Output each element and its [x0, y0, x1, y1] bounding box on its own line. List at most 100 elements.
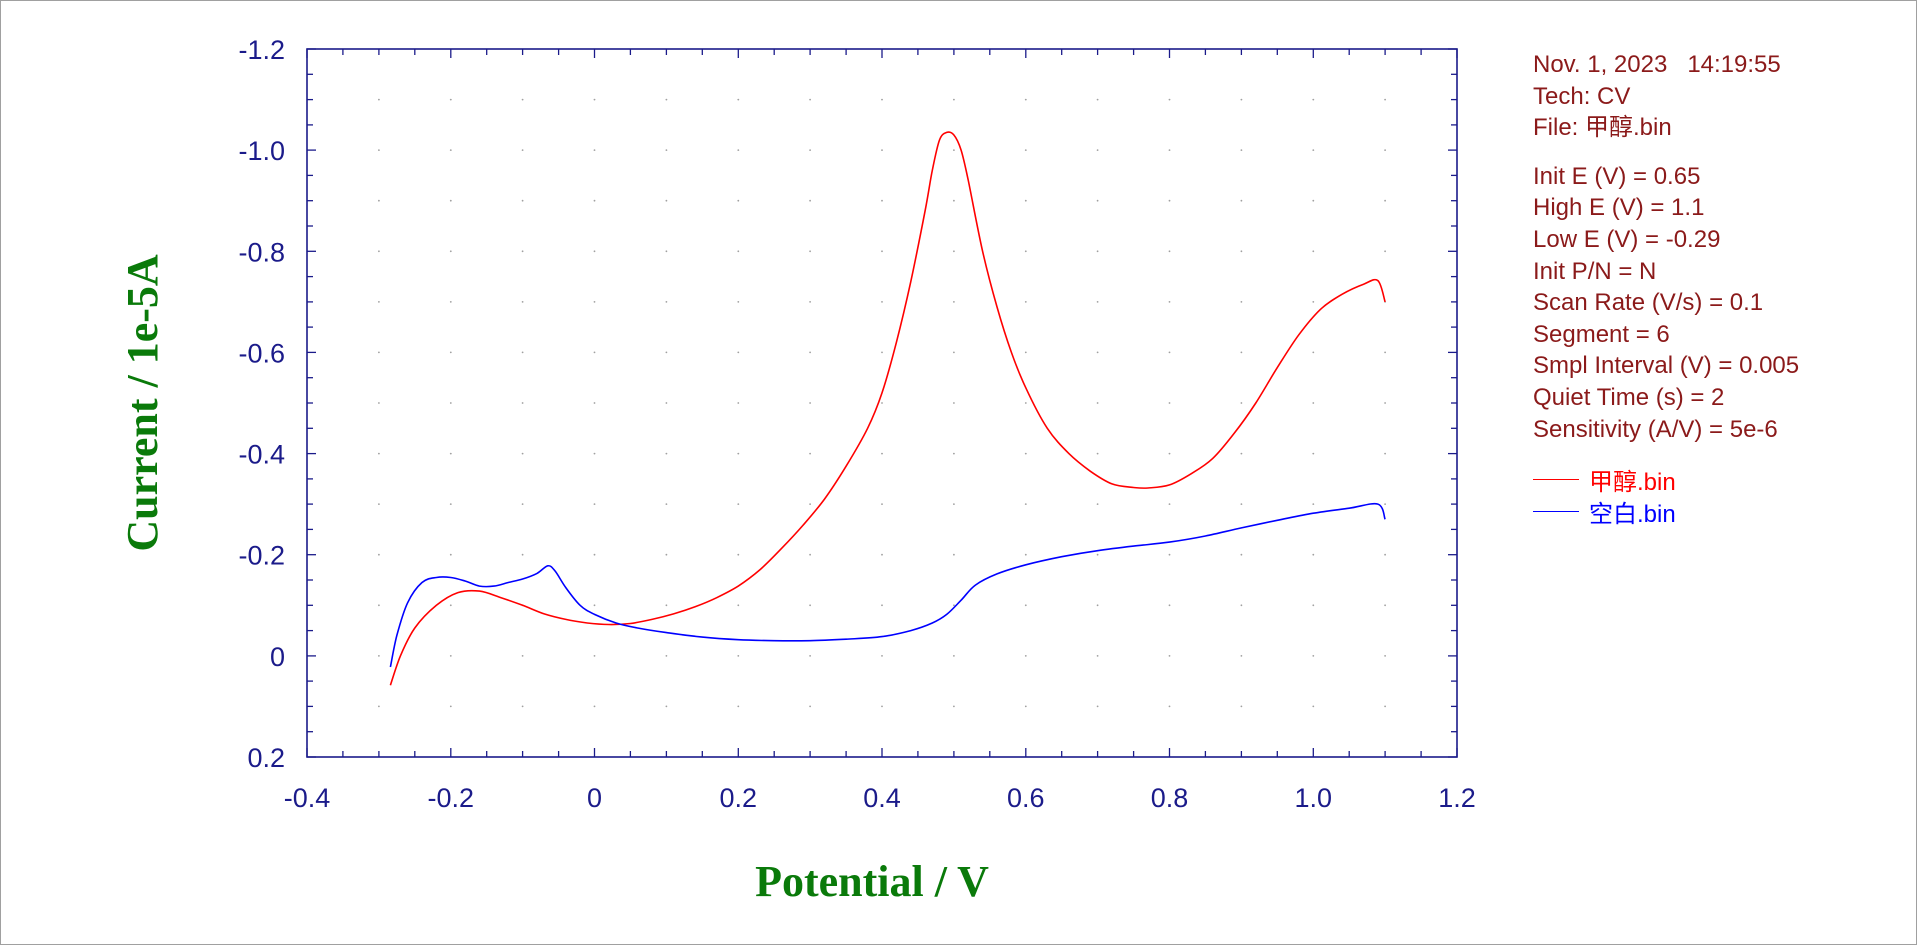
y-tick-label: -1.2: [238, 35, 285, 65]
grid-dot: [378, 351, 380, 354]
x-tick-label: 1.2: [1438, 783, 1476, 813]
grid-dot: [1168, 351, 1171, 354]
grid-dot: [1312, 604, 1315, 607]
grid-dot: [1168, 250, 1171, 253]
grid-dot: [449, 402, 452, 404]
grid-dot: [737, 655, 740, 657]
grid-dot: [1024, 402, 1027, 404]
grid-dot: [1096, 250, 1099, 253]
info-segment: Segment = 6: [1533, 320, 1670, 348]
x-tick-label: -0.2: [427, 783, 474, 813]
grid-dot: [593, 503, 596, 505]
grid-dot: [521, 655, 524, 657]
info-init-pn: Init P/N = N: [1533, 257, 1657, 285]
grid-dot: [1384, 98, 1386, 101]
grid-dot: [593, 301, 596, 303]
grid-dot: [737, 553, 740, 556]
grid-dot: [665, 553, 668, 556]
grid-dot: [378, 655, 380, 657]
grid-dot: [1384, 149, 1386, 152]
legend-swatch-line: [1533, 478, 1579, 480]
grid-dot: [809, 250, 811, 253]
grid-dot: [1312, 452, 1315, 455]
grid-dot: [1096, 301, 1099, 303]
grid-dot: [1024, 655, 1027, 657]
grid-dot: [665, 655, 668, 657]
x-tick-label: -0.4: [284, 783, 331, 813]
grid-dot: [665, 301, 668, 303]
grid-dot: [1384, 503, 1386, 505]
grid-dot: [953, 604, 955, 607]
grid-dot: [593, 402, 596, 404]
grid-dot: [953, 553, 955, 556]
grid-dot: [881, 452, 883, 455]
grid-dot: [881, 503, 883, 505]
grid-dot: [809, 655, 811, 657]
series-line: [389, 502, 1386, 668]
grid-dot: [809, 98, 811, 101]
grid-dot: [1312, 98, 1315, 101]
grid-dot: [1024, 250, 1027, 253]
y-tick-label: 0: [270, 642, 285, 672]
grid-dot: [881, 604, 883, 607]
x-tick-label: 0.4: [863, 783, 901, 813]
grid-dot: [521, 149, 524, 152]
info-sensitivity: Sensitivity (A/V) = 5e-6: [1533, 415, 1778, 443]
grid-dot: [593, 98, 596, 101]
grid-dot: [593, 351, 596, 354]
y-tick-label: -1.0: [238, 136, 285, 166]
y-tick-label: -0.2: [238, 541, 285, 571]
grid-dot: [593, 705, 596, 708]
info-quiet-time: Quiet Time (s) = 2: [1533, 383, 1725, 411]
grid-dot: [665, 503, 668, 505]
info-init-e: Init E (V) = 0.65: [1533, 162, 1701, 190]
grid-dot: [1096, 503, 1099, 505]
grid-dot: [953, 705, 955, 708]
grid-dot: [1384, 705, 1386, 708]
grid-dot: [1168, 452, 1171, 455]
grid-dot: [737, 503, 740, 505]
grid-dot: [1384, 250, 1386, 253]
grid-dot: [953, 655, 955, 657]
grid-dot: [881, 98, 883, 101]
grid-dot: [449, 452, 452, 455]
grid-dot: [665, 705, 668, 708]
grid-dot: [378, 250, 380, 253]
grid-dot: [1024, 503, 1027, 505]
grid-dot: [737, 301, 740, 303]
grid-dot: [1240, 301, 1243, 303]
grid-dot: [809, 452, 811, 455]
grid-dot: [953, 452, 955, 455]
grid-dot: [521, 199, 524, 202]
grid-dot: [809, 553, 811, 556]
grid-dot: [1312, 503, 1315, 505]
grid-dot: [521, 503, 524, 505]
legend-label: 空白.bin: [1589, 500, 1676, 528]
grid-dot: [1168, 149, 1171, 152]
grid-dot: [378, 705, 380, 708]
grid-dot: [881, 655, 883, 657]
grid-dot: [378, 452, 380, 455]
grid-dot: [953, 250, 955, 253]
grid-dot: [953, 98, 955, 101]
grid-dot: [809, 301, 811, 303]
grid-dot: [737, 98, 740, 101]
info-file: File: 甲醇.bin: [1533, 114, 1672, 142]
grid-dot: [1024, 705, 1027, 708]
grid-dot: [378, 301, 380, 303]
y-tick-label: 0.2: [247, 743, 285, 773]
grid-dot: [953, 402, 955, 404]
grid-dot: [449, 250, 452, 253]
x-tick-label: 0: [587, 783, 602, 813]
grid-dot: [1024, 149, 1027, 152]
grid-dot: [521, 98, 524, 101]
grid-dot: [1024, 199, 1027, 202]
grid-dot: [1240, 149, 1243, 152]
grid-dot: [1384, 199, 1386, 202]
grid-dot: [1240, 250, 1243, 253]
info-high-e: High E (V) = 1.1: [1533, 194, 1705, 222]
grid-dot: [809, 149, 811, 152]
grid-dot: [953, 199, 955, 202]
grid-dot: [593, 553, 596, 556]
